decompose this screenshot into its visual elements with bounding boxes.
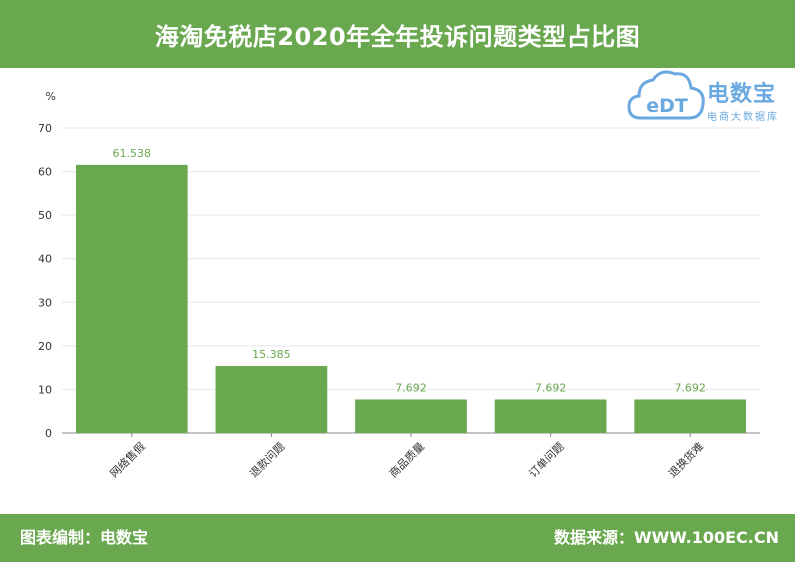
footer-source: 数据来源：WWW.100EC.CN <box>553 528 779 547</box>
y-tick-label: 60 <box>38 166 52 179</box>
y-tick-label: 30 <box>38 296 52 309</box>
data-label: 15.385 <box>252 348 291 361</box>
y-tick-label: 40 <box>38 253 52 266</box>
y-tick-label: 70 <box>38 122 52 135</box>
y-tick-label: 50 <box>38 209 52 222</box>
x-tick-label: 退款问题 <box>247 439 288 480</box>
bar-chart: % 0 10 20 30 40 50 60 70 61.538 网络售假 15.385 退款问题 7.69… <box>38 90 760 480</box>
cloud-logo-icon: eDT <box>627 70 705 120</box>
y-tick-label: 20 <box>38 340 52 353</box>
bar <box>75 164 188 433</box>
x-tick-label: 商品质量 <box>386 439 427 480</box>
x-tick-label: 订单问题 <box>526 440 566 480</box>
data-label: 7.692 <box>395 381 427 394</box>
y-axis-label: % <box>46 90 56 103</box>
chart-header: 海淘免税店2020年全年投诉问题类型占比图 <box>0 0 795 68</box>
x-tick-label: 退换货难 <box>665 439 706 480</box>
chart-title: 海淘免税店2020年全年投诉问题类型占比图 <box>154 22 641 51</box>
bar <box>634 399 747 433</box>
chart-area: % 0 10 20 30 40 50 60 70 61.538 网络售假 15.385 退款问题 7.69… <box>0 68 795 514</box>
data-label: 7.692 <box>535 381 567 394</box>
chart-footer: 图表编制：电数宝 数据来源：WWW.100EC.CN <box>0 514 795 562</box>
logo-brand-name: 电数宝 <box>707 82 777 107</box>
bar <box>215 365 328 433</box>
y-tick-label: 10 <box>38 383 52 396</box>
data-label: 61.538 <box>113 147 152 160</box>
data-label: 7.692 <box>674 381 706 394</box>
footer-credit: 图表编制：电数宝 <box>20 528 149 547</box>
x-tick-label: 网络售假 <box>107 439 148 480</box>
logo-letters: eDT <box>646 95 688 117</box>
brand-logo: eDT 电数宝 电商大数据库 <box>627 66 795 130</box>
bar <box>355 399 467 433</box>
logo-tagline: 电商大数据库 <box>707 112 779 123</box>
y-tick-label: 0 <box>45 427 52 440</box>
bar <box>494 399 607 433</box>
